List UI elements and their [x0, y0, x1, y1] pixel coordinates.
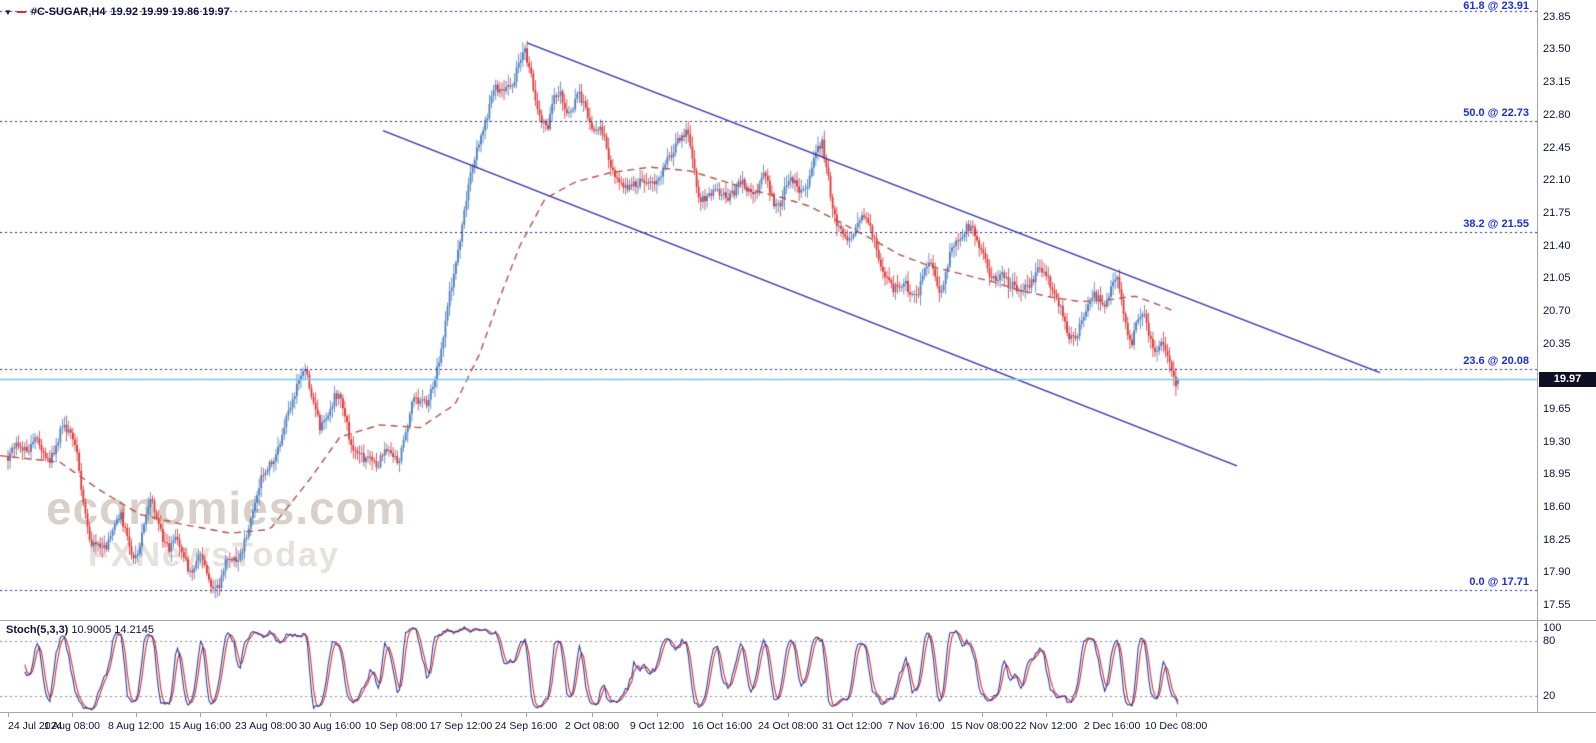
time-axis-tick: [526, 713, 527, 717]
time-axis-tick: [461, 713, 462, 717]
time-axis-tick: [982, 713, 983, 717]
panel-separator: [0, 620, 1596, 621]
time-axis-label: 23 Aug 08:00: [235, 720, 297, 732]
time-axis-tick: [916, 713, 917, 717]
symbol-header: ▼ #C-SUGAR,H4 19.92 19.99 19.86 19.97: [4, 6, 230, 18]
time-axis-label: 15 Aug 16:00: [169, 720, 231, 732]
time-axis[interactable]: 24 Jul 2024 1 Aug 08:00 8 Aug 12:00 15 Aug …: [0, 712, 1537, 743]
time-axis-tick: [657, 713, 658, 717]
fib-level-label: 38.2 @ 21.55: [1463, 217, 1529, 230]
price-axis-label: 18.60: [1543, 501, 1571, 514]
price-axis-label: 19.30: [1543, 435, 1571, 448]
price-axis-label: 23.50: [1543, 43, 1571, 56]
indicator-axis-label: 100: [1543, 622, 1562, 634]
time-axis-separator: [0, 712, 1596, 713]
time-axis-tick: [72, 713, 73, 717]
price-axis-label: 23.85: [1543, 10, 1571, 23]
price-axis-label: 21.40: [1543, 239, 1571, 252]
time-axis-tick: [722, 713, 723, 717]
price-axis-label: 18.95: [1543, 468, 1571, 481]
time-axis-tick: [396, 713, 397, 717]
price-axis-label: 20.35: [1543, 337, 1571, 350]
line-color-swatch-icon: [16, 11, 26, 13]
time-axis-label: 1 Aug 08:00: [43, 720, 101, 732]
time-axis-label: 31 Oct 12:00: [821, 720, 883, 732]
indicator-axis-label: 80: [1543, 635, 1556, 648]
indicator-label: Stoch(5,3,3) 10.9005 14.2145: [6, 624, 154, 636]
indicator-values: 10.9005 14.2145: [71, 624, 155, 636]
fib-level-label: 23.6 @ 20.08: [1463, 354, 1529, 367]
indicator-axis-label: 20: [1543, 690, 1556, 703]
time-axis-tick: [1176, 713, 1177, 717]
time-axis-tick: [592, 713, 593, 717]
time-axis-tick: [200, 713, 201, 717]
price-axis-label: 20.70: [1543, 304, 1571, 317]
symbol-dropdown-icon[interactable]: ▼: [4, 7, 12, 17]
time-axis-label: 22 Nov 12:00: [1014, 720, 1078, 732]
time-axis-label: 17 Sep 12:00: [429, 720, 493, 732]
price-axis-label: 17.90: [1543, 566, 1571, 579]
time-axis-label: 8 Aug 12:00: [107, 720, 165, 732]
price-axis-label: 23.15: [1543, 76, 1571, 89]
time-axis-label: 10 Sep 08:00: [364, 720, 428, 732]
indicator-name: Stoch(5,3,3): [6, 624, 69, 636]
time-axis-tick: [136, 713, 137, 717]
time-axis-label: 10 Dec 08:00: [1144, 720, 1208, 732]
stochastic-canvas[interactable]: [0, 621, 1537, 712]
time-axis-tick: [788, 713, 789, 717]
price-axis-label: 21.75: [1543, 206, 1571, 219]
price-chart-panel: economies.com FXNewsToday ▼ #C-SUGAR,H4 …: [0, 0, 1537, 620]
price-axis[interactable]: 19.97 23.85 23.50 23.15 22.80 22.45 22.10 21.7…: [1537, 0, 1596, 713]
time-axis-tick: [330, 713, 331, 717]
current-price-badge: 19.97: [1539, 372, 1596, 388]
price-axis-label: 18.25: [1543, 533, 1571, 546]
time-axis-label: 16 Oct 16:00: [691, 720, 753, 732]
time-axis-label: 30 Aug 16:00: [299, 720, 361, 732]
fib-level-label: 61.8 @ 23.91: [1463, 0, 1529, 12]
fib-level-label: 0.0 @ 17.71: [1469, 576, 1529, 589]
time-axis-label: 2 Oct 08:00: [564, 720, 620, 732]
time-axis-tick: [266, 713, 267, 717]
price-axis-label: 21.05: [1543, 272, 1571, 285]
price-axis-label: 22.10: [1543, 174, 1571, 187]
time-axis-label: 15 Nov 08:00: [950, 720, 1014, 732]
symbol-name: #C-SUGAR,H4: [30, 6, 106, 18]
time-axis-tick: [1112, 713, 1113, 717]
price-axis-label: 19.65: [1543, 402, 1571, 415]
time-axis-tick: [852, 713, 853, 717]
time-axis-label: 7 Nov 16:00: [887, 720, 945, 732]
stochastic-panel: Stoch(5,3,3) 10.9005 14.2145: [0, 621, 1537, 712]
time-axis-label: 24 Sep 16:00: [494, 720, 558, 732]
time-axis-tick: [1046, 713, 1047, 717]
time-axis-label: 24 Oct 08:00: [757, 720, 819, 732]
time-axis-label: 9 Oct 12:00: [629, 720, 685, 732]
time-axis-label: 2 Dec 16:00: [1083, 720, 1141, 732]
price-axis-label: 17.55: [1543, 599, 1571, 612]
symbol-ohlc-values: 19.92 19.99 19.86 19.97: [110, 6, 230, 18]
price-axis-label: 22.45: [1543, 141, 1571, 154]
price-axis-label: 22.80: [1543, 108, 1571, 121]
time-axis-tick: [8, 713, 9, 717]
time-axis-label: 24 Jul 2024: [8, 720, 63, 732]
fib-level-label: 50.0 @ 22.73: [1463, 107, 1529, 120]
price-chart-canvas[interactable]: [0, 0, 1537, 620]
